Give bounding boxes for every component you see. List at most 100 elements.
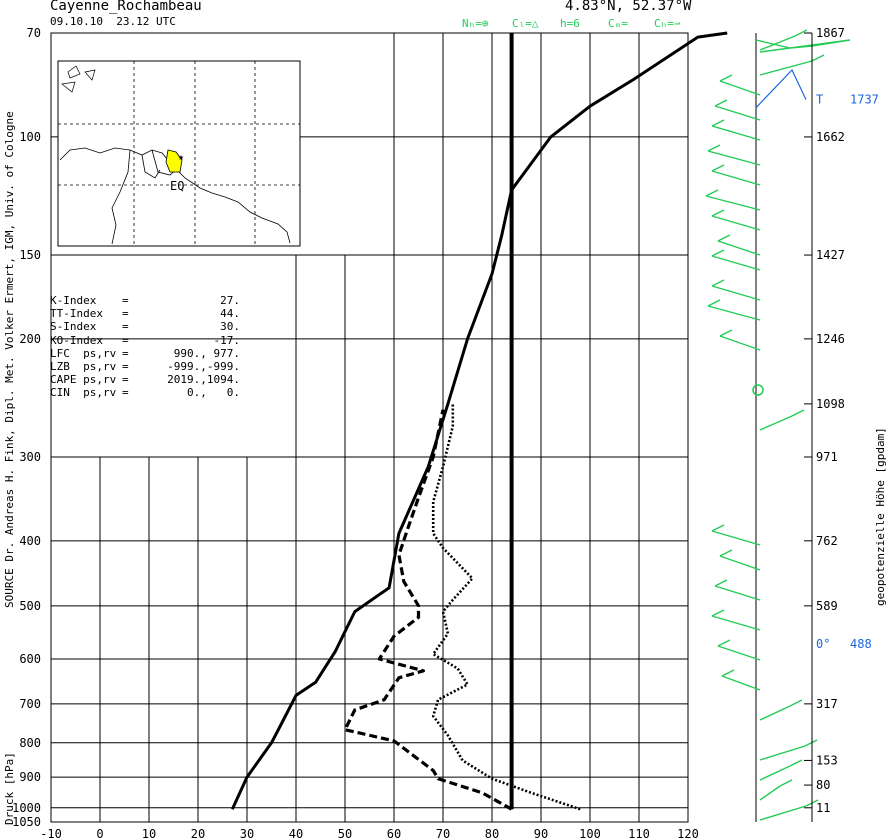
- height-tick-label: 1867: [816, 26, 845, 40]
- wind-barb: [711, 285, 761, 301]
- index-value: -17.: [213, 333, 241, 347]
- wind-barb: [711, 530, 761, 546]
- index-separator: =: [122, 294, 129, 307]
- wind-barb-flag: [705, 189, 719, 197]
- temperature-tick-label: 50: [338, 827, 352, 840]
- map-french-guiana: [165, 149, 183, 173]
- marker-value: 1737: [850, 93, 879, 107]
- height-tick-label: 1662: [816, 130, 845, 144]
- wind-column: T 1737 0° 488: [705, 29, 879, 822]
- wind-barb-flag: [714, 579, 728, 587]
- pressure-tick-label: 1050: [12, 815, 41, 829]
- index-row: CIN ps,rv = 0., 0.: [50, 386, 240, 399]
- index-value: 27.: [220, 294, 240, 307]
- wind-barb-flag: [791, 409, 805, 417]
- index-label: LFC ps,rv: [50, 346, 117, 360]
- wind-barb: [711, 615, 761, 631]
- wind-barb-flag: [711, 209, 725, 217]
- marker-label: 0°: [816, 637, 830, 651]
- index-row: CAPE ps,rv = 2019.,1094.: [50, 373, 240, 386]
- profile-solid-line: [230, 31, 728, 810]
- index-separator: =: [122, 373, 129, 387]
- wind-barb: [759, 785, 781, 801]
- source-credit: SOURCE Dr. Andreas H. Fink, Dipl. Met. V…: [3, 111, 16, 608]
- temperature-tick-label: -10: [40, 827, 62, 840]
- wind-barb-flag: [811, 54, 825, 62]
- wind-barb: [714, 105, 761, 121]
- equator-label: EQ: [170, 179, 184, 193]
- pressure-tick-label: 100: [19, 130, 41, 144]
- wind-barb-flag: [804, 739, 818, 747]
- observation-time: 09.10.10 23.12 UTC: [50, 15, 176, 28]
- index-row: TT-Index = 44.: [50, 307, 240, 320]
- station-coordinates: 4.83°N, 52.37°W: [565, 0, 692, 14]
- index-row: K-Index = 27.: [50, 294, 240, 307]
- wind-barb-flag: [711, 524, 725, 532]
- wind-barb-flag: [779, 779, 793, 787]
- profile-dashed-line: [343, 409, 513, 811]
- cloud-legend-item: h=6: [560, 17, 580, 30]
- wind-barb: [707, 150, 761, 166]
- y-axis-title: Druck [hPa]: [3, 752, 16, 825]
- height-tick-label: 153: [816, 753, 838, 767]
- wind-barb-flag: [794, 29, 808, 37]
- wind-barb-flag: [707, 299, 721, 307]
- wind-barb: [711, 125, 761, 141]
- wind-barb-flag: [719, 74, 733, 82]
- pressure-tick-label: 150: [19, 248, 41, 262]
- wind-barb: [759, 805, 807, 821]
- wind-barb: [717, 645, 761, 661]
- index-separator: =: [122, 346, 129, 360]
- tropopause-line: [755, 68, 807, 109]
- wind-barb-flag: [707, 144, 721, 152]
- temperature-tick-label: 80: [485, 827, 499, 840]
- wind-barb-flag: [717, 234, 731, 242]
- height-tick-label: 317: [816, 697, 838, 711]
- station-name: Cayenne_Rochambeau: [50, 0, 202, 14]
- index-value: 2019.,1094.: [167, 373, 240, 387]
- wind-barb: [705, 195, 761, 211]
- profile-lines: [230, 31, 728, 811]
- wind-barb: [759, 60, 813, 76]
- temperature-tick-label: 30: [240, 827, 254, 840]
- height-tick-label: 762: [816, 534, 838, 548]
- y2-axis-title: geopotenzielle Höhe [gpdam]: [874, 427, 887, 606]
- index-value: 990., 977.: [173, 346, 240, 360]
- wind-barb-flag: [711, 164, 725, 172]
- pressure-tick-label: 600: [19, 652, 41, 666]
- pressure-tick-label: 700: [19, 697, 41, 711]
- height-axis: 1867 1662 1427 1246 1098 971 762 589 317 153 80 11: [804, 26, 845, 822]
- index-separator: =: [122, 360, 129, 373]
- map-islands: [61, 65, 96, 93]
- pressure-tick-label: 300: [19, 450, 41, 464]
- map-border: [111, 149, 131, 245]
- wind-barb-flag: [711, 249, 725, 257]
- marker-value: 488: [850, 637, 872, 651]
- index-separator: =: [122, 320, 129, 334]
- wind-barb: [707, 305, 761, 321]
- index-value: 0., 0.: [187, 386, 240, 400]
- wind-barb: [721, 675, 761, 691]
- wind-barb: [714, 585, 761, 601]
- height-tick-label: 1246: [816, 332, 845, 346]
- index-row: KO-Index = -17.: [50, 334, 240, 347]
- pressure-tick-label: 1000: [12, 801, 41, 815]
- wind-barb-flag: [711, 119, 725, 127]
- map-frame: [57, 60, 301, 247]
- wind-barb: [719, 335, 761, 351]
- wind-barb: [759, 35, 796, 51]
- height-tick-label: 1427: [816, 248, 845, 262]
- index-label: CIN ps,rv: [50, 386, 117, 400]
- temperature-tick-label: 0: [96, 827, 103, 840]
- temperature-tick-label: 10: [142, 827, 156, 840]
- index-row: S-Index = 30.: [50, 320, 240, 333]
- index-value: -999.,-999.: [167, 360, 240, 373]
- index-value: 44.: [220, 307, 240, 321]
- temperature-tick-label: 110: [628, 827, 650, 840]
- station-marker: ★: [178, 152, 184, 163]
- wind-barb-flag: [719, 329, 733, 337]
- wind-barb: [759, 415, 793, 431]
- height-tick-label: 971: [816, 450, 838, 464]
- height-tick-label: 80: [816, 778, 830, 792]
